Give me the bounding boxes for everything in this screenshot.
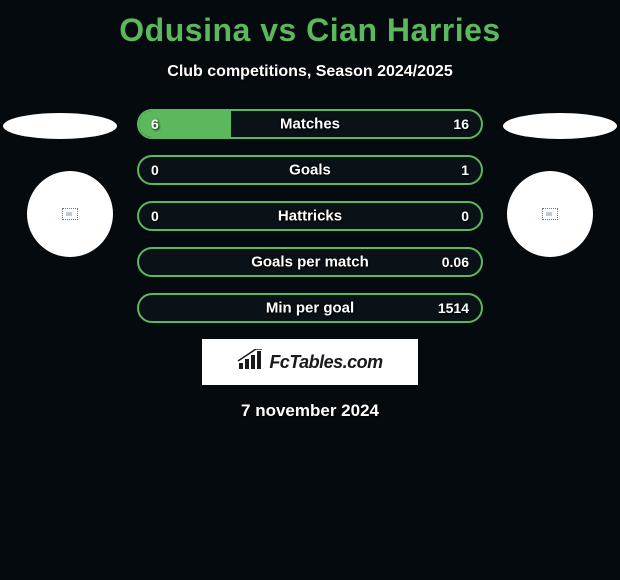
stat-label: Goals per match (251, 254, 369, 271)
chart-icon (237, 349, 263, 376)
stat-value-left: 0 (151, 208, 159, 224)
stat-label: Matches (280, 116, 340, 133)
stat-bar: 0 Hattricks 0 (137, 201, 483, 231)
stat-bar: 0 Goals 1 (137, 155, 483, 185)
stat-value-left: 6 (151, 116, 159, 132)
player-avatar-left (27, 171, 113, 257)
stat-value-right: 1 (461, 162, 469, 178)
stat-label: Goals (289, 162, 331, 179)
comparison-subtitle: Club competitions, Season 2024/2025 (0, 63, 620, 81)
placeholder-icon (62, 208, 78, 220)
stat-value-right: 0 (461, 208, 469, 224)
decorative-oval-left (3, 113, 117, 139)
stat-bar: Goals per match 0.06 (137, 247, 483, 277)
stat-bar: Min per goal 1514 (137, 293, 483, 323)
stat-value-right: 16 (453, 116, 469, 132)
stat-label: Min per goal (266, 300, 354, 317)
stat-value-right: 1514 (438, 300, 469, 316)
date-label: 7 november 2024 (0, 401, 620, 421)
main-area: 6 Matches 16 0 Goals 1 0 Hattricks 0 Goals per ma… (0, 109, 620, 421)
logo-text: FcTables.com (269, 352, 382, 373)
fctables-logo: FcTables.com (202, 339, 418, 385)
stats-bars-container: 6 Matches 16 0 Goals 1 0 Hattricks 0 Goals per ma… (137, 109, 483, 323)
decorative-oval-right (503, 113, 617, 139)
stat-value-right: 0.06 (442, 254, 469, 270)
stat-bar: 6 Matches 16 (137, 109, 483, 139)
stat-label: Hattricks (278, 208, 342, 225)
placeholder-icon (542, 208, 558, 220)
comparison-title: Odusina vs Cian Harries (0, 0, 620, 49)
player-avatar-right (507, 171, 593, 257)
stat-value-left: 0 (151, 162, 159, 178)
